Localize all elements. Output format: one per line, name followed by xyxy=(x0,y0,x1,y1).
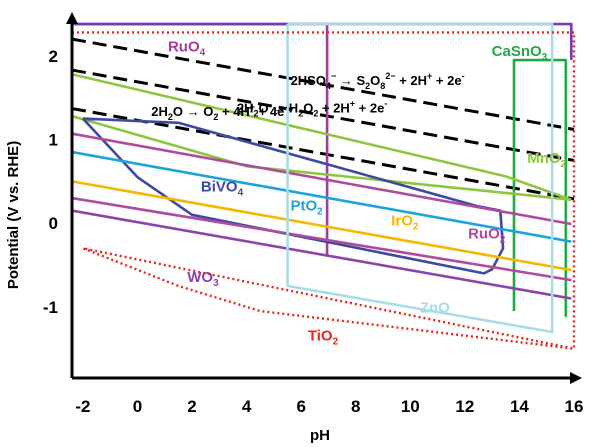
label-2h2o-h2o2-2h-2e: 2H2O → H2O2 + 2H+ + 2e- xyxy=(237,99,388,119)
x-tick-label: 4 xyxy=(242,397,252,416)
label-mno2: MnO2 xyxy=(527,150,566,170)
dashed-line-1 xyxy=(71,37,575,131)
series-casno3-frame xyxy=(72,22,573,61)
axes xyxy=(66,12,582,384)
y-axis-arrow-icon xyxy=(66,12,78,24)
label-wo3: WO3 xyxy=(187,269,219,289)
series-mno2 xyxy=(71,72,572,201)
y-axis-label: Potential (V vs. RHE) xyxy=(5,141,22,289)
x-axis-arrow-icon xyxy=(570,372,582,384)
y-tick-label: 0 xyxy=(49,214,58,233)
dashed-line-2 xyxy=(71,68,575,162)
x-tick-label: 14 xyxy=(510,397,529,416)
x-tick-label: 16 xyxy=(565,397,584,416)
x-tick-label: 10 xyxy=(401,397,420,416)
series-mno2-lower xyxy=(71,114,572,202)
label-iro2: IrO2 xyxy=(391,213,419,233)
x-tick-label: 8 xyxy=(351,397,360,416)
x-axis-label: pH xyxy=(310,427,330,444)
x-tick-label: -2 xyxy=(75,397,90,416)
label-2h2o-o2-4h-4e: 2H2O → O2 + 4H+ + 4e- xyxy=(151,102,287,122)
label-pto2: PtO2 xyxy=(291,198,324,218)
label-zno: ZnO xyxy=(420,300,450,317)
series-zno xyxy=(286,22,554,334)
label-bivo4: BiVO4 xyxy=(201,178,244,198)
label-tio2: TiO2 xyxy=(308,327,339,347)
x-tick-label: 12 xyxy=(455,397,474,416)
x-tick-label: 6 xyxy=(296,397,305,416)
y-tick-label: -1 xyxy=(43,298,58,317)
label-casno3: CaSnO3 xyxy=(492,43,548,63)
label-2hso4-s2o8-2-2h-2e: 2HSO4− → S2O82− + 2H+ + 2e- xyxy=(291,71,465,91)
series-bivo4 xyxy=(81,117,505,275)
x-tick-label: 0 xyxy=(133,397,142,416)
series-casno3 xyxy=(512,58,568,317)
x-tick-label: 2 xyxy=(187,397,196,416)
label-ruo2: RuO2 xyxy=(468,225,506,245)
series-tio2 xyxy=(72,31,576,350)
dashed-line-3 xyxy=(71,107,575,201)
plot-lines xyxy=(71,22,576,350)
series-pto2 xyxy=(71,150,572,243)
series-ruo2 xyxy=(71,132,572,226)
label-ruo4: RuO4 xyxy=(168,39,206,59)
y-tick-label: 2 xyxy=(49,47,58,66)
y-tick-label: 1 xyxy=(49,131,58,150)
series-iro2 xyxy=(71,180,572,272)
series-wo3 xyxy=(71,209,572,300)
series-ruo2-lower xyxy=(71,196,572,282)
